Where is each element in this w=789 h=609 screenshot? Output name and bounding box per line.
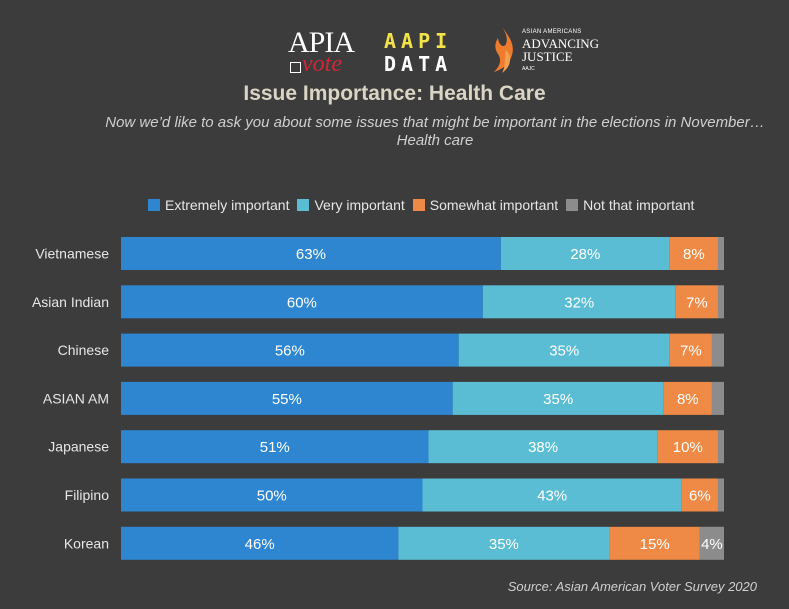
category-label: Asian Indian	[32, 294, 109, 310]
bar-segment-not	[717, 478, 724, 512]
apia-vote-logo: APIA vote	[288, 26, 370, 77]
legend-label: Somewhat important	[429, 197, 559, 213]
bar-segment-not	[711, 333, 724, 367]
category-label: ASIAN AM	[43, 390, 109, 406]
bar-segment-very	[398, 526, 610, 560]
bar-segment-somewhat	[663, 381, 712, 415]
bar-segment-very	[428, 430, 658, 464]
vote-logo-text: vote	[302, 51, 342, 77]
bar-segment-extremely	[121, 285, 483, 319]
bar-segment-not	[711, 381, 724, 415]
data-label: 56%	[275, 343, 305, 360]
bar-segment-extremely	[121, 526, 399, 560]
category-label: Chinese	[58, 342, 110, 358]
category-label: Japanese	[48, 439, 109, 455]
data-label: 8%	[677, 391, 699, 408]
legend-item-very: Very important	[297, 197, 405, 213]
bar-segment-not	[717, 430, 724, 464]
aajc-logo: ASIAN AMERICANS ADVANCING JUSTICE AAJC	[486, 26, 616, 76]
chart-title: Issue Importance: Health Care	[243, 82, 546, 105]
bar-segment-very	[500, 237, 670, 270]
legend-swatch	[566, 199, 579, 211]
aapi-data-logo: AAPI DATA	[384, 30, 468, 76]
legend-item-extremely: Extremely important	[148, 197, 289, 213]
source-note: Source: Asian American Voter Survey 2020	[507, 579, 757, 594]
data-label: 35%	[549, 343, 579, 360]
legend-item-somewhat: Somewhat important	[412, 197, 559, 213]
data-label: 46%	[245, 536, 275, 553]
flame-icon	[494, 28, 513, 73]
category-label: Filipino	[65, 487, 110, 503]
data-label: 50%	[257, 488, 287, 505]
data-label: 7%	[680, 343, 702, 360]
aajc-logo-line4: AAJC	[522, 66, 535, 72]
bar-segment-somewhat	[657, 430, 718, 464]
bar-segment-somewhat	[609, 526, 700, 560]
aajc-logo-line1: ASIAN AMERICANS	[522, 29, 582, 35]
bar-segment-not	[717, 237, 724, 270]
bar-segment-somewhat	[681, 478, 718, 512]
data-label: 60%	[287, 294, 317, 311]
data-label: 35%	[489, 536, 519, 553]
bar-segment-extremely	[121, 381, 453, 415]
bar-segment-somewhat	[675, 285, 718, 319]
data-label: 43%	[537, 488, 567, 505]
legend-label: Extremely important	[165, 197, 290, 213]
aajc-logo-line2: ADVANCING	[522, 36, 600, 51]
bar-segment-somewhat	[669, 237, 718, 270]
data-logo-text: DATA	[384, 52, 453, 76]
legend-swatch	[148, 199, 160, 211]
bar-segment-extremely	[121, 430, 429, 464]
bar-segment-somewhat	[669, 333, 712, 367]
aapi-logo-text: AAPI	[384, 29, 453, 53]
data-label: 6%	[689, 488, 711, 505]
bar-segment-very	[458, 333, 670, 367]
data-label: 8%	[683, 246, 705, 263]
bar-segment-very	[452, 381, 664, 415]
data-label: 7%	[686, 294, 708, 311]
logo-row: APIA vote AAPI DATA ASIAN AMERICANS ADVA…	[0, 24, 789, 77]
legend-label: Not that important	[583, 197, 695, 213]
bar-segment-not	[717, 285, 724, 319]
bar-segment-very	[482, 285, 676, 319]
data-label: 28%	[570, 246, 600, 263]
data-label: 32%	[564, 294, 594, 311]
data-label: 35%	[543, 391, 573, 408]
apia-logo-text: APIA	[288, 26, 355, 59]
legend-label: Very important	[314, 197, 405, 213]
legend-swatch	[412, 199, 425, 211]
data-label: 55%	[272, 391, 302, 408]
bar-segment-extremely	[121, 478, 423, 512]
data-label: 38%	[528, 439, 558, 456]
category-label: Vietnamese	[35, 246, 109, 262]
bar-segment-not	[699, 526, 724, 560]
bar-segment-very	[422, 478, 682, 512]
data-label: 51%	[260, 439, 290, 456]
apia-logo-checkbox	[290, 62, 301, 73]
aajc-logo-line3: JUSTICE	[522, 49, 573, 64]
legend-item-not: Not that important	[566, 197, 694, 213]
data-label: 63%	[296, 246, 326, 263]
data-label: 15%	[640, 536, 670, 553]
bar-segment-extremely	[121, 333, 459, 367]
chart-subtitle: Now we’d like to ask you about some issu…	[105, 114, 765, 149]
bar-segment-extremely	[121, 237, 501, 270]
category-label: Korean	[64, 535, 109, 551]
data-label: 10%	[673, 439, 703, 456]
chart-legend: Extremely important Very important Somewha…	[148, 196, 702, 214]
data-label: 4%	[701, 536, 723, 553]
legend-swatch	[297, 199, 310, 211]
